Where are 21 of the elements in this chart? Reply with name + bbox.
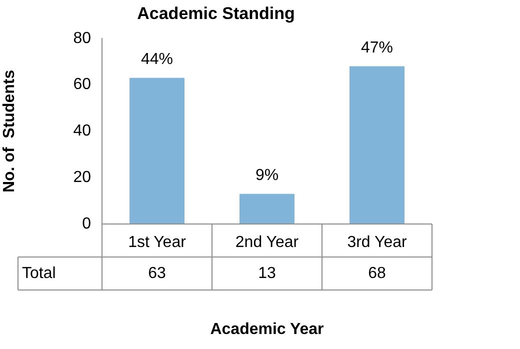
y-tick-label: 20 bbox=[73, 169, 92, 186]
bar bbox=[130, 78, 184, 224]
x-axis-title: Academic Year bbox=[210, 320, 324, 338]
data-label: 68 bbox=[368, 264, 386, 282]
x-tick-label: 3rd Year bbox=[347, 234, 408, 252]
y-tick-label: 60 bbox=[73, 76, 92, 94]
y-tick-label: 80 bbox=[73, 30, 92, 47]
x-tick-label: 2nd Year bbox=[235, 234, 300, 252]
data-label: 63 bbox=[148, 264, 166, 282]
text: Total bbox=[22, 264, 56, 282]
chart-title: Academic Standing bbox=[137, 4, 295, 23]
annotation: 9% bbox=[255, 167, 279, 184]
y-tick-label: 40 bbox=[73, 122, 92, 140]
bar bbox=[240, 194, 294, 224]
y-tick-label: 0 bbox=[82, 215, 92, 232]
annotation: 47% bbox=[360, 40, 394, 57]
y-axis-title: No. of Students bbox=[1, 70, 18, 193]
annotation: 44% bbox=[140, 51, 174, 68]
bar bbox=[350, 66, 404, 224]
x-tick-label: 1st Year bbox=[128, 234, 187, 252]
data-label: 13 bbox=[258, 264, 276, 282]
